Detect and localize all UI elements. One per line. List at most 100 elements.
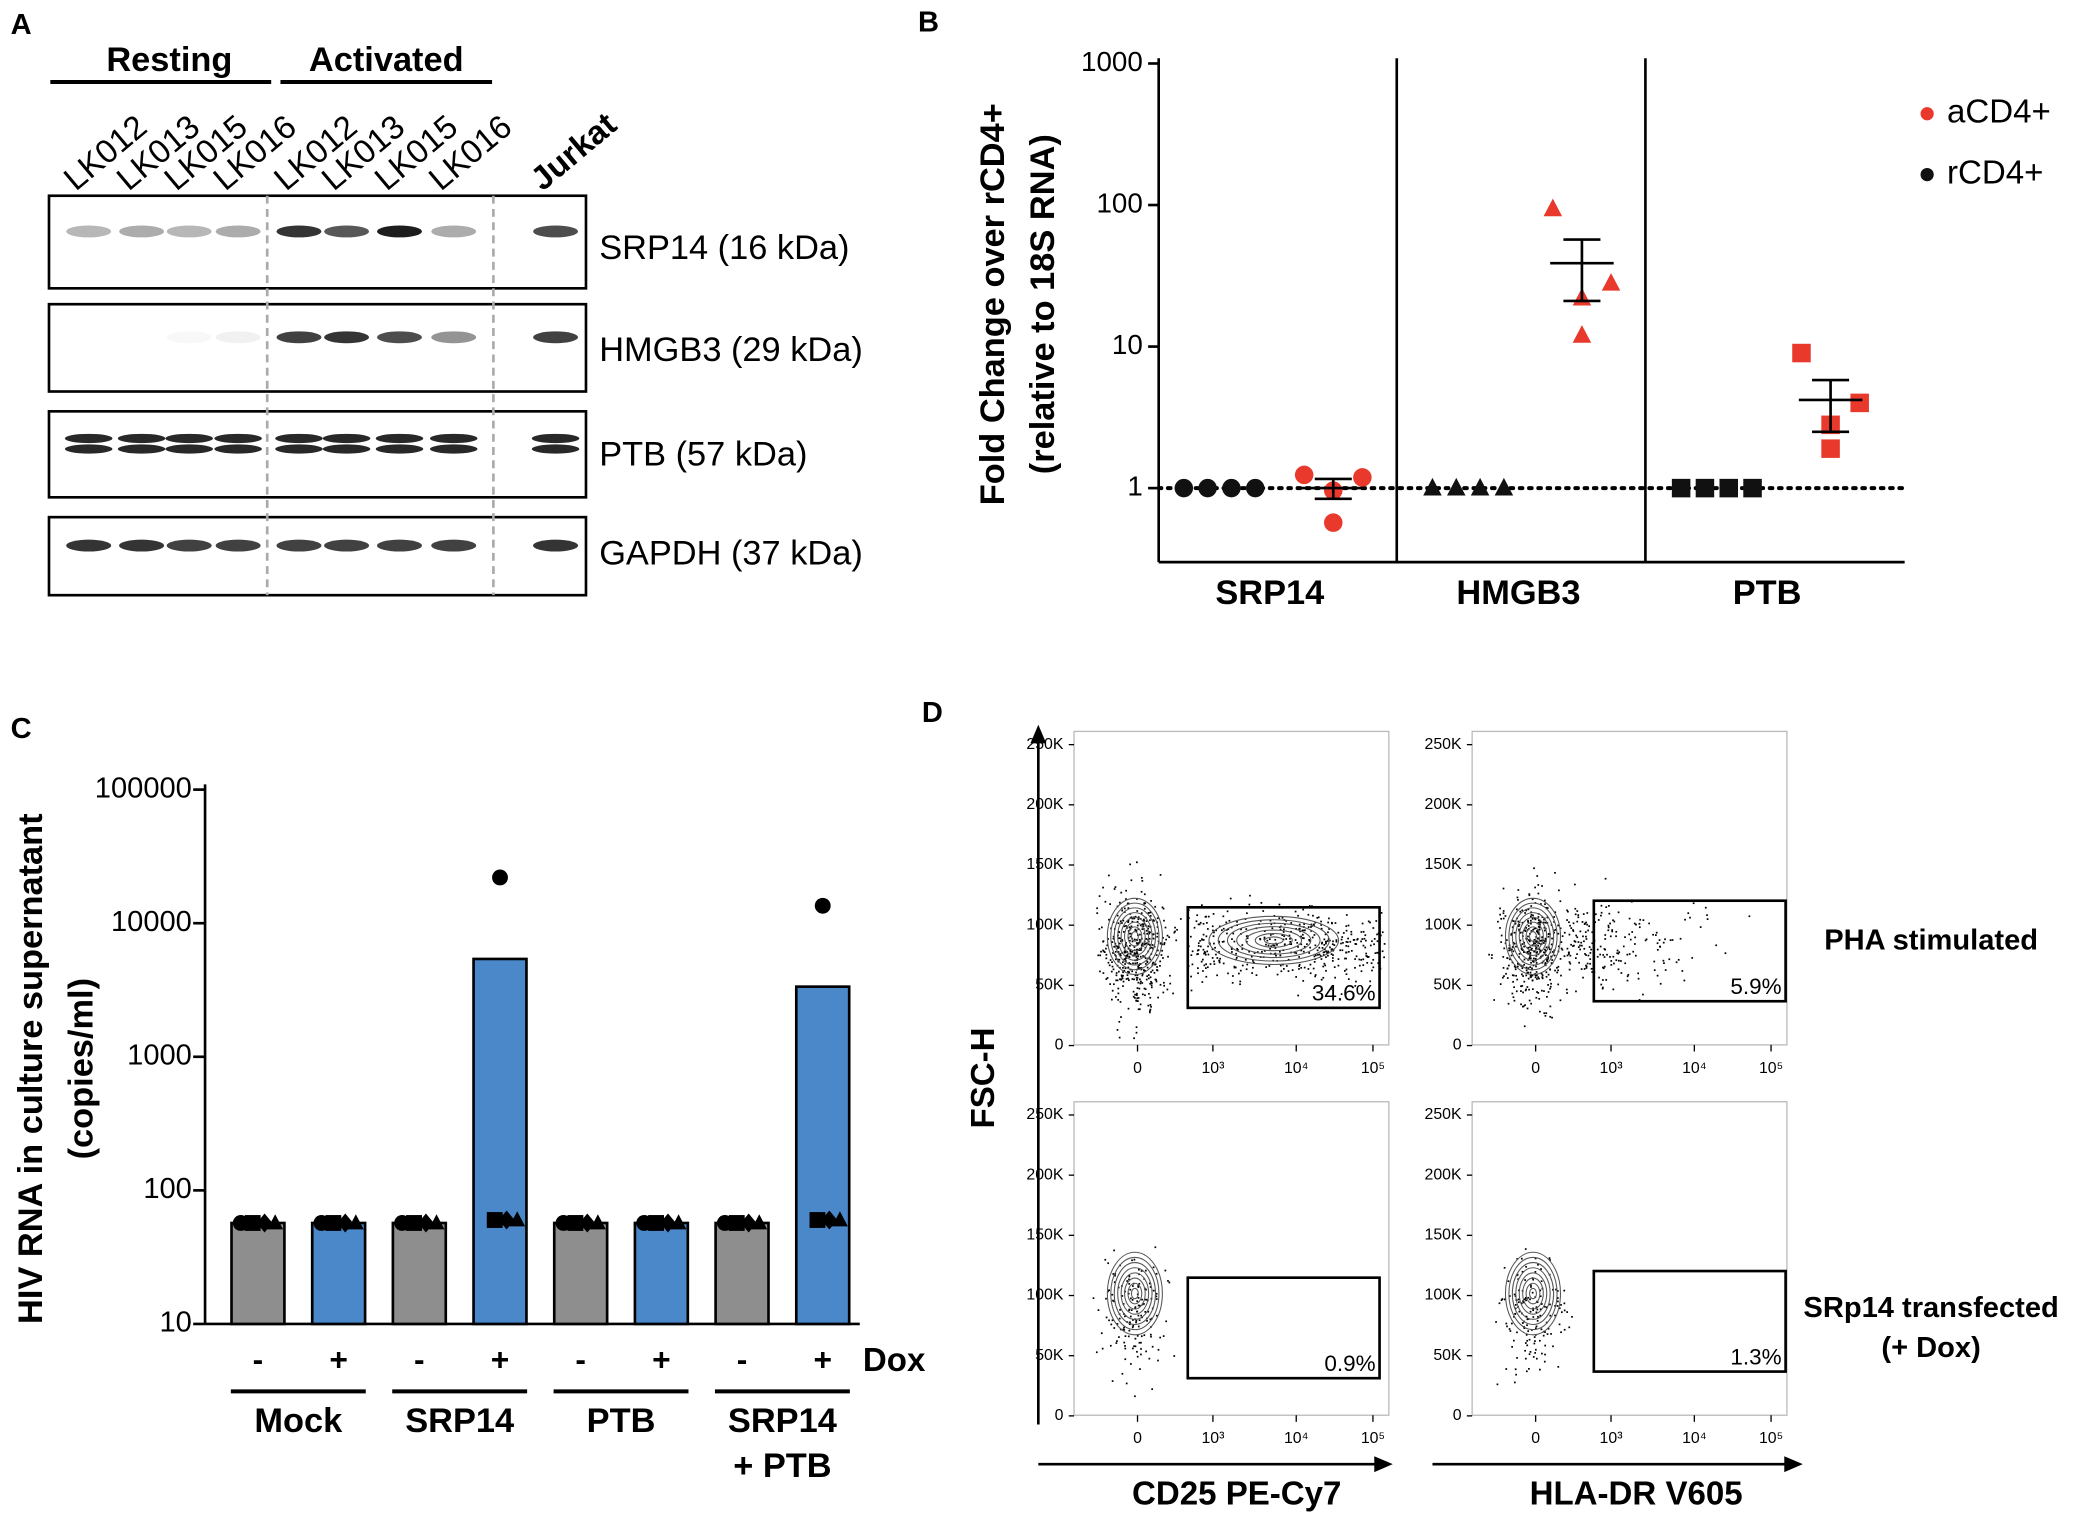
event-dot xyxy=(1534,918,1537,921)
event-dot xyxy=(1122,980,1125,983)
event-dot xyxy=(1527,967,1530,970)
event-dot xyxy=(1519,910,1522,913)
event-dot xyxy=(1333,966,1336,969)
band xyxy=(117,433,166,444)
event-dot xyxy=(1203,950,1206,953)
event-dot xyxy=(1121,977,1124,980)
event-dot xyxy=(1550,1333,1552,1335)
event-dot xyxy=(1500,1299,1503,1301)
event-dot xyxy=(1529,976,1532,979)
event-dot xyxy=(1328,917,1330,920)
y-tick-label: 1000 xyxy=(1081,46,1143,77)
event-dot xyxy=(1150,946,1153,949)
event-dot xyxy=(1537,892,1540,895)
event-dot xyxy=(1130,916,1133,919)
event-dot xyxy=(1327,921,1329,924)
event-dot xyxy=(1521,931,1524,934)
event-dot xyxy=(1122,919,1125,922)
event-dot xyxy=(1602,954,1605,956)
event-dot xyxy=(1239,969,1242,972)
event-dot xyxy=(1627,973,1630,976)
event-dot xyxy=(1355,955,1358,958)
event-dot xyxy=(1568,961,1571,963)
marker xyxy=(1850,393,1869,413)
event-dot xyxy=(1510,933,1513,936)
event-dot xyxy=(1524,1342,1527,1344)
event-dot xyxy=(1533,867,1535,870)
event-dot xyxy=(1503,975,1505,977)
event-dot xyxy=(1197,953,1199,955)
event-dot xyxy=(1639,918,1642,921)
event-dot xyxy=(1131,1347,1134,1350)
event-dot xyxy=(1523,1327,1526,1329)
event-dot xyxy=(1231,938,1233,940)
event-dot xyxy=(1136,910,1139,912)
event-dot xyxy=(1589,952,1592,954)
event-dot xyxy=(1538,977,1540,980)
event-dot xyxy=(1282,931,1285,933)
event-dot xyxy=(1631,931,1634,933)
event-dot xyxy=(1149,958,1152,961)
flow-x-tick-label: 10³ xyxy=(1600,1430,1623,1447)
event-dot xyxy=(1533,938,1536,941)
event-dot xyxy=(1308,939,1311,942)
event-dot xyxy=(1146,966,1149,969)
event-dot xyxy=(1516,965,1519,968)
event-dot xyxy=(1530,930,1533,932)
event-dot xyxy=(1624,936,1626,939)
event-dot xyxy=(1202,933,1205,936)
event-dot xyxy=(1168,936,1171,939)
event-dot xyxy=(1131,950,1134,953)
event-dot xyxy=(1527,1330,1530,1332)
event-dot xyxy=(1534,957,1537,960)
event-dot xyxy=(1196,953,1199,956)
event-dot xyxy=(1544,1331,1546,1333)
event-dot xyxy=(1263,950,1266,952)
event-dot xyxy=(1539,1308,1542,1311)
event-dot xyxy=(1130,1297,1132,1300)
event-dot xyxy=(1580,944,1583,947)
event-dot xyxy=(1615,930,1618,933)
event-dot xyxy=(1137,997,1140,999)
event-dot xyxy=(1296,941,1299,944)
event-dot xyxy=(1531,1291,1534,1294)
event-dot xyxy=(1545,906,1548,909)
event-dot xyxy=(1145,1288,1147,1291)
event-dot xyxy=(1511,926,1514,929)
event-dot xyxy=(1136,997,1139,1000)
event-dot xyxy=(1123,958,1126,961)
y-tick-label: 100 xyxy=(143,1173,192,1205)
event-dot xyxy=(1128,1275,1131,1278)
event-dot xyxy=(1135,930,1138,932)
contour xyxy=(1208,915,1340,965)
event-dot xyxy=(1629,938,1632,941)
event-dot xyxy=(1635,923,1637,926)
event-dot xyxy=(1513,965,1516,968)
event-dot xyxy=(1327,951,1330,953)
event-dot xyxy=(1283,935,1285,938)
event-dot xyxy=(1620,972,1623,974)
event-dot xyxy=(1128,1282,1131,1285)
marker xyxy=(1174,478,1194,498)
event-dot xyxy=(1111,1380,1114,1382)
event-dot xyxy=(1532,1307,1534,1310)
event-dot xyxy=(1271,927,1274,930)
event-dot xyxy=(1189,935,1192,938)
contour xyxy=(1117,912,1153,961)
event-dot xyxy=(1578,961,1580,964)
event-dot xyxy=(1642,919,1645,922)
event-dot xyxy=(1129,932,1132,935)
event-dot xyxy=(1360,970,1363,973)
event-dot xyxy=(1548,1257,1551,1259)
event-dot xyxy=(1490,957,1493,959)
event-dot xyxy=(1543,926,1546,929)
event-dot xyxy=(1528,999,1531,1002)
event-dot xyxy=(1577,946,1580,949)
protein-label: PTB (57 kDa) xyxy=(599,435,807,473)
event-dot xyxy=(1202,948,1205,951)
event-dot xyxy=(1540,1268,1542,1270)
event-dot xyxy=(1628,953,1631,955)
event-dot xyxy=(1135,1000,1138,1002)
event-dot xyxy=(1132,1319,1134,1321)
event-dot xyxy=(1123,950,1126,953)
